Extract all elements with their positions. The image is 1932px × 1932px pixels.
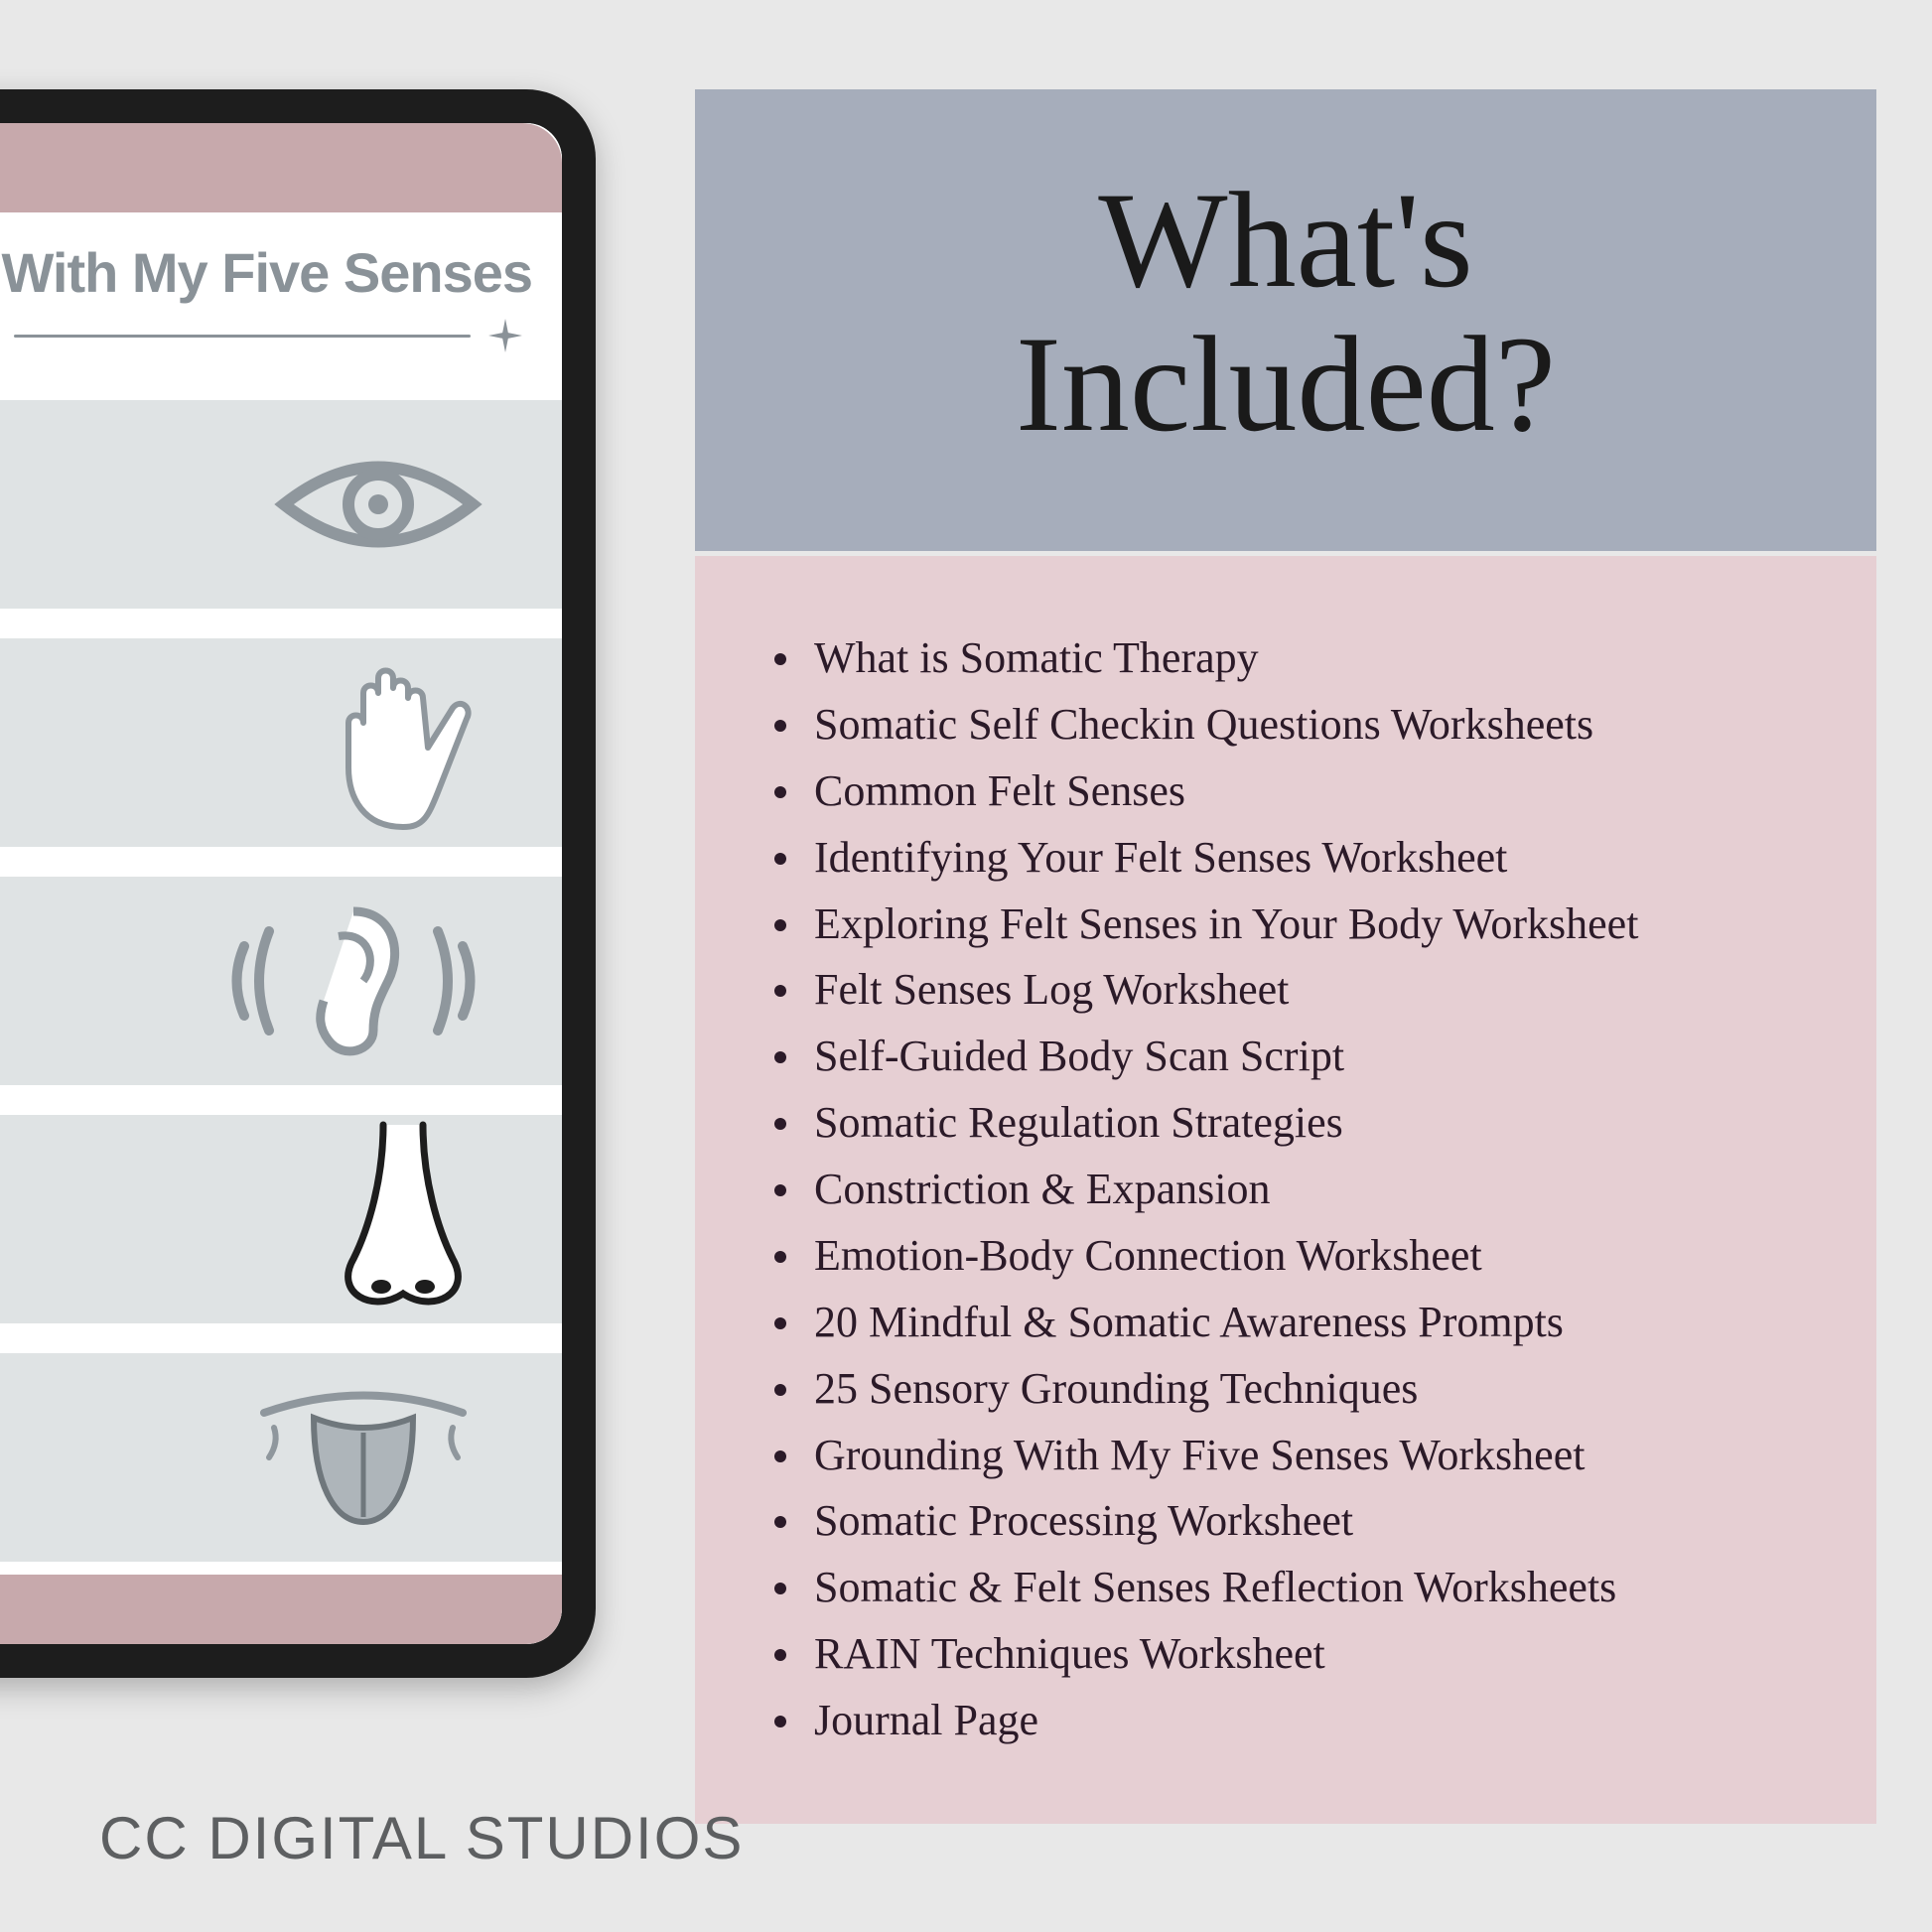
brand-text: CC DIGITAL STUDIOS [99, 1804, 744, 1872]
list-item: Somatic Self Checkin Questions Worksheet… [774, 692, 1817, 759]
panel-heading: What's Included? [755, 169, 1817, 457]
panel-title: What's Included? [695, 89, 1876, 551]
title-decoration [0, 319, 522, 352]
list-item: 25 Sensory Grounding Techniques [774, 1356, 1817, 1423]
screen-header-bar [0, 123, 562, 212]
tablet-device: ling With My Five Senses [0, 89, 596, 1678]
list-item: Felt Senses Log Worksheet [774, 957, 1817, 1024]
list-item: Emotion-Body Connection Worksheet [774, 1223, 1817, 1290]
sense-rows [0, 370, 562, 1562]
tablet-screen: ling With My Five Senses [0, 123, 562, 1644]
panel-heading-line1: What's [1098, 164, 1472, 316]
nose-icon [324, 1120, 483, 1318]
ear-icon [224, 897, 483, 1065]
screen-title-area: ling With My Five Senses [0, 212, 562, 370]
list-item: Common Felt Senses [774, 759, 1817, 825]
list-item: What is Somatic Therapy [774, 625, 1817, 692]
hand-icon [324, 653, 483, 832]
list-item: Exploring Felt Senses in Your Body Works… [774, 892, 1817, 958]
eye-icon [274, 440, 483, 569]
sense-row-touch [0, 638, 562, 847]
sense-row-hearing [0, 877, 562, 1085]
tongue-icon [244, 1383, 483, 1532]
included-list: What is Somatic Therapy Somatic Self Che… [774, 625, 1817, 1754]
list-item: Somatic & Felt Senses Reflection Workshe… [774, 1555, 1817, 1621]
sparkle-icon [488, 319, 522, 352]
list-item: 20 Mindful & Somatic Awareness Prompts [774, 1290, 1817, 1356]
list-item: Self-Guided Body Scan Script [774, 1024, 1817, 1090]
sense-row-smell [0, 1115, 562, 1323]
list-item: Journal Page [774, 1688, 1817, 1754]
list-item: Identifying Your Felt Senses Worksheet [774, 825, 1817, 892]
list-item: Somatic Regulation Strategies [774, 1090, 1817, 1157]
list-item: Somatic Processing Worksheet [774, 1488, 1817, 1555]
screen-title: ling With My Five Senses [0, 240, 532, 305]
screen-footer-bar [0, 1575, 562, 1644]
sense-row-sight [0, 400, 562, 609]
title-underline [14, 335, 471, 338]
list-item: RAIN Techniques Worksheet [774, 1621, 1817, 1688]
panel-list: What is Somatic Therapy Somatic Self Che… [695, 556, 1876, 1824]
panel-heading-line2: Included? [1016, 308, 1556, 460]
list-item: Constriction & Expansion [774, 1157, 1817, 1223]
sense-row-taste [0, 1353, 562, 1562]
list-item: Grounding With My Five Senses Worksheet [774, 1423, 1817, 1489]
